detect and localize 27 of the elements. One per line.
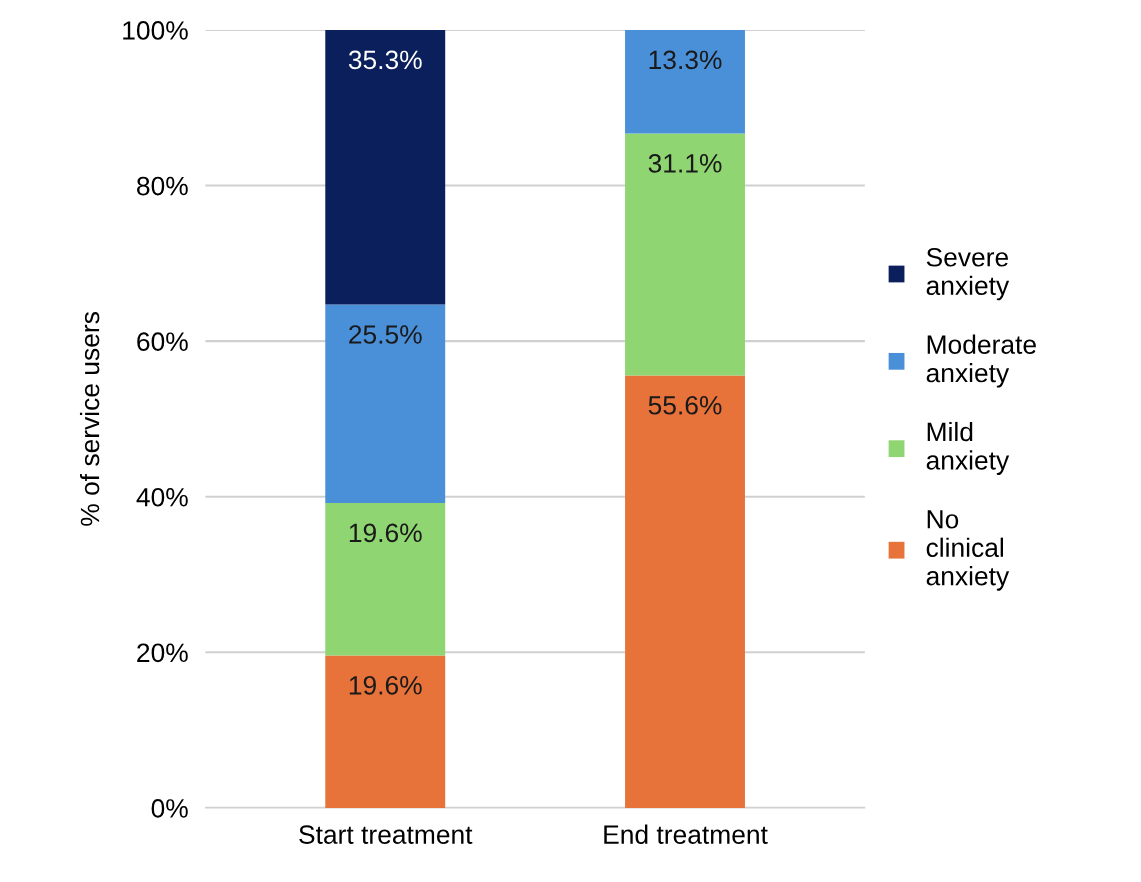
legend-label: Moderate anxiety xyxy=(926,334,1036,388)
y-tick-label: 20% xyxy=(137,643,188,663)
y-tick-label: 80% xyxy=(137,176,188,196)
bar xyxy=(325,304,446,503)
data-label: 19.6% xyxy=(349,675,422,695)
data-label: 55.6% xyxy=(648,395,722,415)
bar xyxy=(625,29,745,134)
y-tick-label: 40% xyxy=(136,487,188,507)
bar xyxy=(625,133,745,376)
y-tick-label: 60% xyxy=(137,332,188,351)
legend-label: No clinical anxiety xyxy=(926,510,1010,591)
x-tick-label: End treatment xyxy=(604,824,768,844)
y-axis-title: % of service users xyxy=(79,312,100,526)
data-label: 25.5% xyxy=(349,325,422,344)
data-label: 35.3% xyxy=(348,50,422,70)
bar xyxy=(625,375,745,808)
bar xyxy=(325,502,446,656)
bar xyxy=(325,29,446,305)
x-tick-label: Start treatment xyxy=(299,825,473,844)
y-tick-label: 0% xyxy=(151,799,188,818)
legend-label: Mild anxiety xyxy=(926,421,1010,475)
data-label: 31.1% xyxy=(648,153,722,173)
bar xyxy=(325,655,446,808)
y-tick-label: 100% xyxy=(123,21,188,40)
data-label: 13.3% xyxy=(649,50,722,70)
legend-label: Severe anxiety xyxy=(926,247,1010,301)
data-label: 19.6% xyxy=(349,523,422,543)
